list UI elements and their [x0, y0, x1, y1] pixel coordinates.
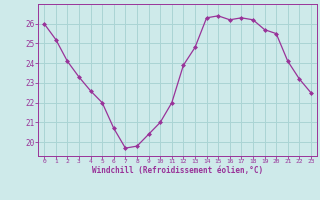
X-axis label: Windchill (Refroidissement éolien,°C): Windchill (Refroidissement éolien,°C) [92, 166, 263, 175]
